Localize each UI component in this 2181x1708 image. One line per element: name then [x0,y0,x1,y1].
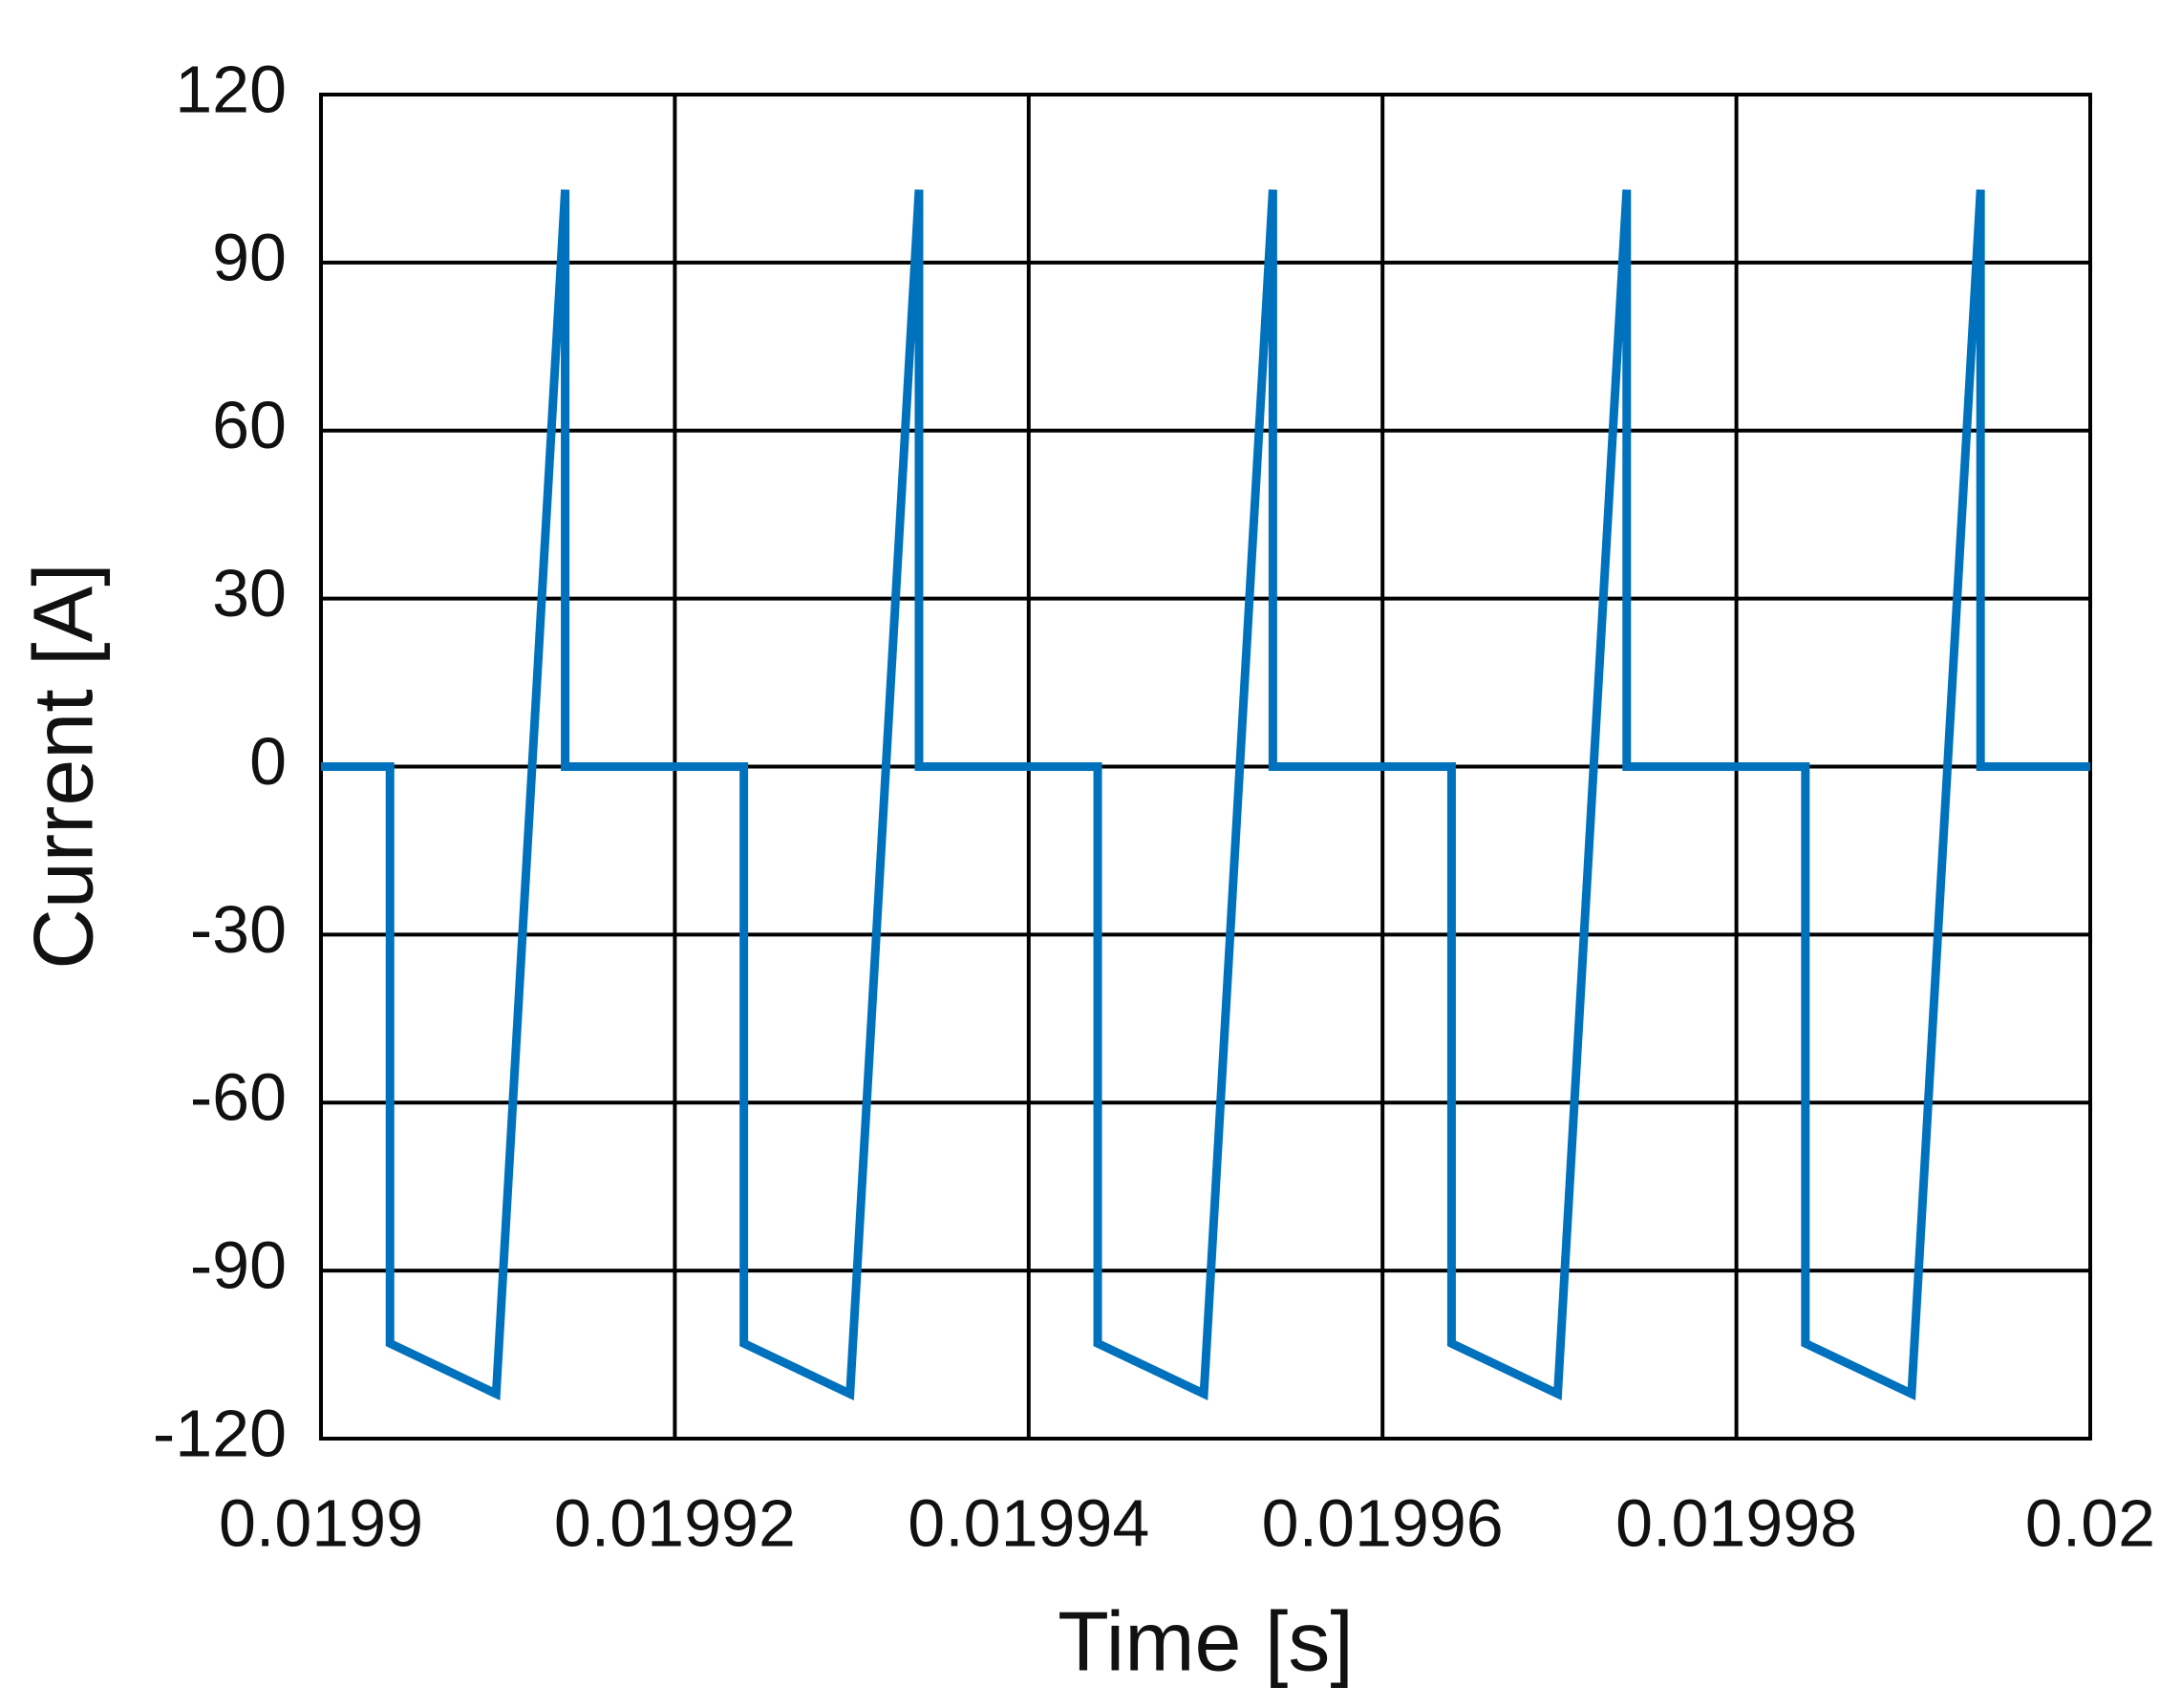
y-tick-label: 30 [212,556,287,630]
y-tick-label: 90 [212,220,287,294]
y-tick-label: -90 [190,1228,287,1303]
y-tick-label: -60 [190,1060,287,1135]
x-tick-label: 0.01994 [908,1485,1149,1560]
x-tick-label: 0.01998 [1615,1485,1857,1560]
y-tick-label: 60 [212,388,287,462]
y-tick-label: -30 [190,892,287,967]
y-tick-label: 120 [175,52,287,126]
y-tick-label: -120 [153,1396,287,1470]
y-axis-label: Current [A] [15,563,110,969]
x-axis-label: Time [s] [1058,1593,1354,1688]
x-tick-label: 0.0199 [219,1485,423,1560]
y-tick-label: 0 [249,724,287,799]
x-tick-label: 0.01996 [1262,1485,1504,1560]
data-line [321,189,2090,1401]
x-tick-label: 0.01992 [554,1485,796,1560]
x-tick-label: 0.02 [2025,1485,2155,1560]
